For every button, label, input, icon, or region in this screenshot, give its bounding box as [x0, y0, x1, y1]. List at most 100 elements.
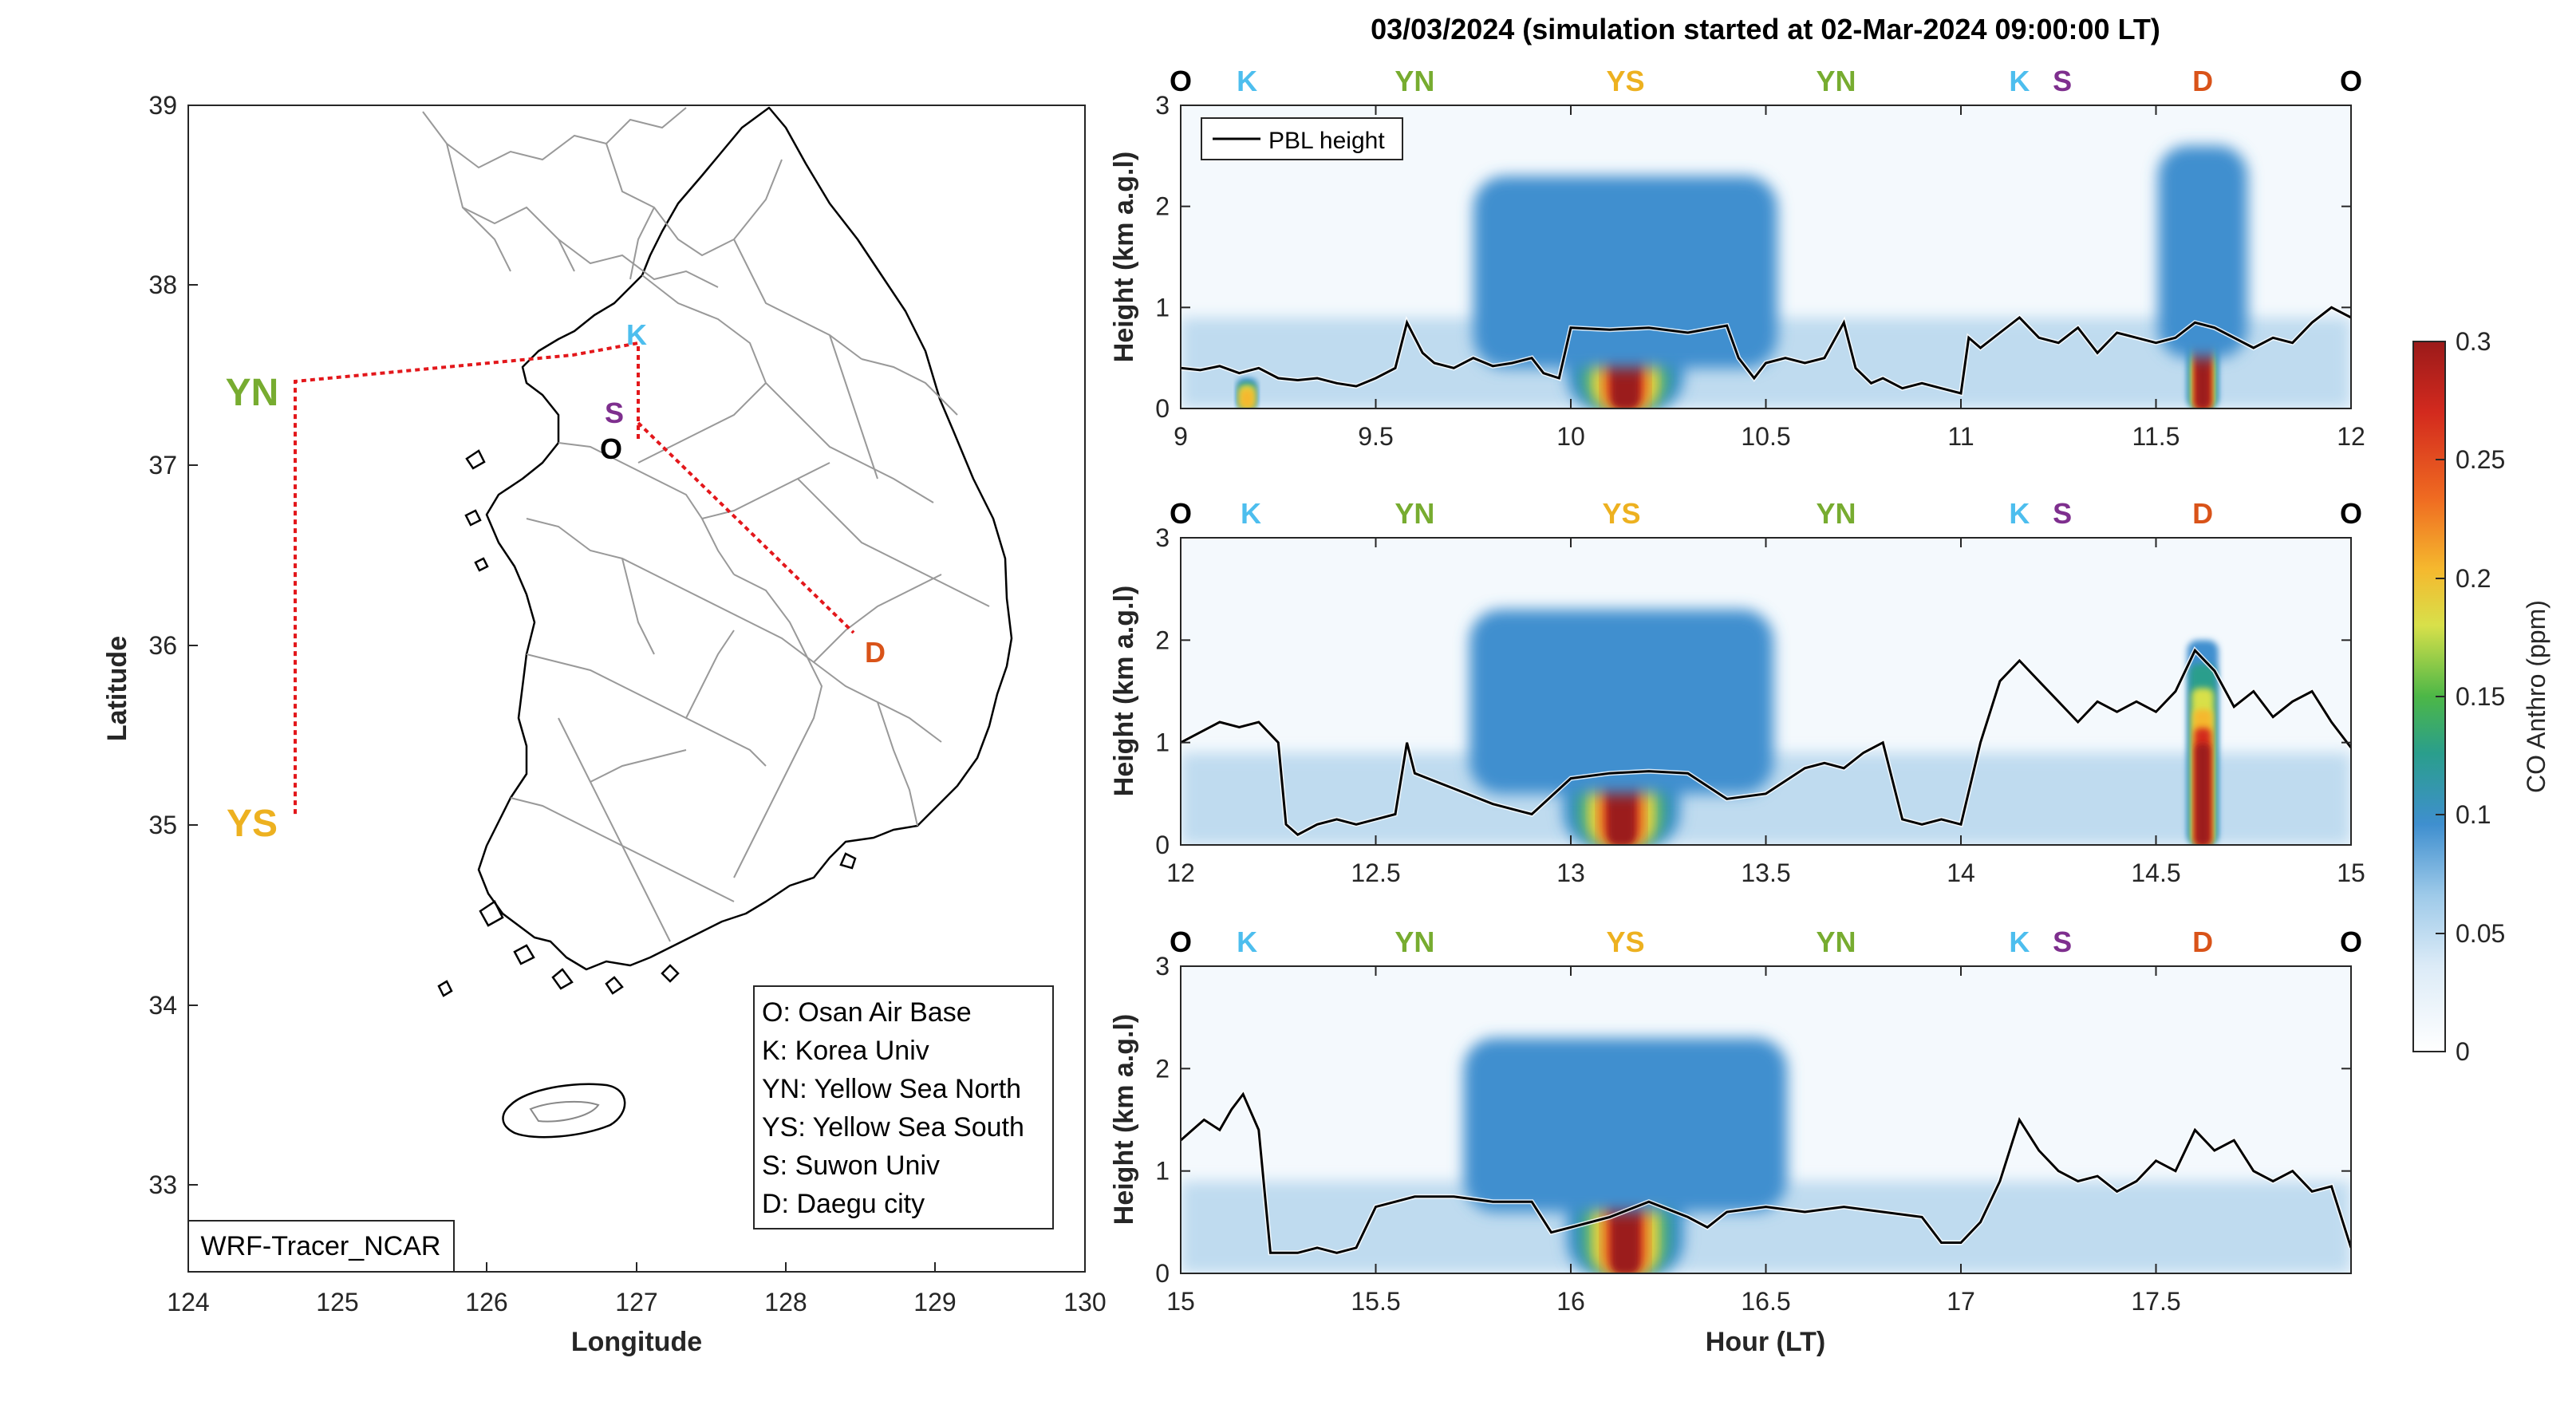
ytick-label: 1	[1155, 728, 1170, 757]
site-marker-yn: YN	[1395, 65, 1434, 97]
figure-title: 03/03/2024 (simulation started at 02-Mar…	[1371, 13, 2160, 45]
xtick-label: 12.5	[1351, 858, 1400, 887]
site-marker-ys: YS	[1603, 497, 1641, 530]
ytick-label: 0	[1155, 394, 1170, 423]
ytick-label: 3	[1155, 523, 1170, 552]
site-label-s: S	[605, 397, 624, 429]
co-plume	[1473, 176, 1778, 369]
panel1-plot	[1181, 538, 2351, 845]
xtick-label: 9.5	[1358, 422, 1393, 451]
site-marker-o: O	[2340, 497, 2362, 530]
colorbar: 0 0.05 0.1 0.15 0.2 0.25 0.3 CO Anthro (…	[2412, 327, 2550, 1066]
map-xtick: 128	[764, 1288, 807, 1316]
site-marker-k: K	[1237, 65, 1257, 97]
site-label-k: K	[626, 318, 647, 351]
xtick-label: 12	[2337, 422, 2365, 451]
site-marker-yn: YN	[1817, 497, 1856, 530]
map-xlabel: Longitude	[571, 1327, 702, 1357]
map-xtick: 124	[167, 1288, 209, 1316]
xtick-label: 13.5	[1741, 858, 1790, 887]
site-marker-k: K	[1237, 926, 1257, 958]
xtick-label: 12	[1166, 858, 1195, 887]
site-marker-yn: YN	[1817, 65, 1856, 97]
xtick-label: 15	[1166, 1287, 1195, 1316]
ytick-label: 1	[1155, 1157, 1170, 1186]
xtick-label: 16	[1556, 1287, 1585, 1316]
site-marker-k: K	[2009, 65, 2030, 97]
colorbar-tick: 0.25	[2456, 445, 2505, 474]
map-ytick: 37	[148, 451, 177, 480]
model-label-box	[187, 1220, 455, 1273]
xtick-label: 14.5	[2131, 858, 2180, 887]
model-label: WRF-Tracer_NCAR	[201, 1231, 441, 1261]
site-legend-k: K: Korea Univ	[762, 1036, 929, 1066]
co-plume	[1469, 609, 1774, 794]
ytick-label: 3	[1155, 952, 1170, 981]
site-marker-d: D	[2192, 65, 2213, 97]
map-ytick: 33	[148, 1170, 177, 1199]
site-marker-o: O	[1170, 926, 1192, 958]
site-label-yn: YN	[226, 372, 279, 414]
xtick-label: 15.5	[1351, 1287, 1400, 1316]
site-marker-ys: YS	[1606, 65, 1644, 97]
xtick-label: 11	[1947, 422, 1974, 451]
colorbar-tick: 0.2	[2456, 564, 2491, 593]
site-legend-s: S: Suwon Univ	[762, 1151, 940, 1181]
panel0-plot	[1181, 105, 2351, 409]
map-ytick: 34	[148, 991, 177, 1020]
site-marker-o: O	[2340, 65, 2362, 97]
coast-islands	[437, 449, 857, 997]
xtick-label: 16.5	[1741, 1287, 1790, 1316]
site-marker-o: O	[1170, 65, 1192, 97]
site-legend-yn: YN: Yellow Sea North	[762, 1074, 1021, 1104]
province-boundaries	[422, 107, 990, 942]
ytick-label: 0	[1155, 831, 1170, 859]
site-marker-s: S	[2053, 926, 2072, 958]
xtick-label: 10	[1556, 422, 1585, 451]
map-ytick: 35	[148, 811, 177, 839]
site-marker-yn: YN	[1395, 926, 1434, 958]
pbl-height-line	[1181, 1091, 2351, 1254]
map-ytick: 39	[148, 91, 177, 120]
colorbar-tick: 0.3	[2456, 327, 2491, 356]
map-ytick: 36	[148, 631, 177, 660]
xtick-label: 17.5	[2131, 1287, 2180, 1316]
ytick-label: 1	[1155, 293, 1170, 322]
site-marker-yn: YN	[1395, 497, 1434, 530]
co-plume	[1239, 388, 1255, 409]
colorbar-tick: 0	[2456, 1037, 2470, 1066]
site-legend-ys: YS: Yellow Sea South	[762, 1112, 1024, 1143]
map-xtick: 129	[913, 1288, 956, 1316]
xtick-label: 11.5	[2132, 422, 2180, 451]
jeju-inner	[529, 1100, 600, 1123]
site-marker-d: D	[2192, 497, 2213, 530]
map-xtick: 126	[465, 1288, 507, 1316]
ytick-label: 0	[1155, 1259, 1170, 1288]
xtick-label: 15	[2337, 858, 2365, 887]
panel2-xlabel: Hour (LT)	[1706, 1327, 1825, 1357]
site-label-o: O	[600, 432, 622, 465]
pbl-height-line	[1181, 648, 2351, 837]
site-marker-d: D	[2192, 926, 2213, 958]
flight-track	[294, 341, 640, 818]
map-xtick: 130	[1063, 1288, 1106, 1316]
ytick-label: 3	[1155, 91, 1170, 120]
co-plume	[1463, 1037, 1788, 1212]
ytick-label: 2	[1155, 1054, 1170, 1083]
site-label-ys: YS	[227, 803, 278, 845]
panel0-ylabel: Height (km a.g.l)	[1109, 152, 1139, 362]
xtick-label: 9	[1174, 422, 1188, 451]
map-yticks: 33 34 35 36 37 38 39	[148, 91, 177, 1199]
site-marker-o: O	[1170, 497, 1192, 530]
panel1-ylabel: Height (km a.g.l)	[1109, 586, 1139, 796]
site-marker-k: K	[2009, 926, 2030, 958]
map-ylabel: Latitude	[102, 636, 132, 741]
xtick-label: 14	[1947, 858, 1975, 887]
korea-coastline	[477, 106, 1013, 971]
co-plume	[2195, 744, 2211, 845]
site-marker-o: O	[2340, 926, 2362, 958]
jeju-island	[502, 1083, 626, 1139]
flight-track-d	[637, 421, 855, 634]
